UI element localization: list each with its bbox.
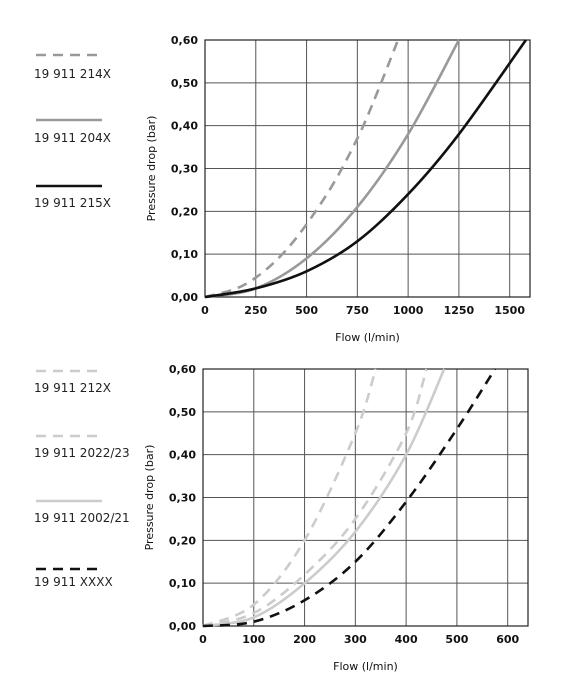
x-tick-label: 0 (199, 633, 207, 646)
grid (204, 39, 530, 298)
series-line-3 (202, 368, 446, 628)
y-axis-label: Pressure drop (bar) (143, 445, 156, 551)
chart-2: 0 100 200 300 400 500 600 0,00 0,10 0,20 0,30 0,40 0… (34, 363, 529, 673)
legend-label-1: 19 911 214X (34, 67, 111, 81)
legend-label-3: 19 911 215X (34, 196, 111, 210)
grid (202, 368, 528, 627)
plot-frame (202, 368, 529, 627)
legend-label-2: 19 911 2022/23 (34, 446, 130, 460)
series-line-4 (202, 368, 497, 628)
series-line-1 (202, 368, 377, 628)
plot-frame (204, 39, 531, 298)
y-tick-label: 0,40 (171, 120, 198, 133)
series-line-2 (202, 368, 428, 628)
x-tick-label: 1500 (494, 304, 525, 317)
y-tick-label: 0,60 (171, 34, 198, 47)
x-tick-label: 1250 (444, 304, 475, 317)
series-group (204, 39, 527, 299)
y-tick-label: 0,10 (169, 577, 196, 590)
y-tick-label: 0,00 (169, 620, 196, 633)
x-axis-label: Flow (l/min) (333, 660, 398, 673)
x-tick-label: 500 (445, 633, 468, 646)
legend-label-2: 19 911 204X (34, 131, 111, 145)
y-tick-label: 0,20 (171, 205, 198, 218)
series-line-3 (204, 39, 527, 299)
y-tick-label: 0,30 (169, 492, 196, 505)
legend-label-4: 19 911 XXXX (34, 575, 113, 589)
x-tick-label: 1000 (393, 304, 424, 317)
x-tick-label: 100 (242, 633, 265, 646)
y-tick-label: 0,50 (171, 77, 198, 90)
x-tick-label: 750 (346, 304, 369, 317)
x-tick-label: 500 (295, 304, 318, 317)
x-tick-label: 300 (344, 633, 367, 646)
chart-1: 0 250 500 750 1000 1250 1500 0,00 0,10 0,20 0,30 0,… (34, 34, 531, 344)
y-tick-label: 0,40 (169, 449, 196, 462)
x-axis-label: Flow (l/min) (335, 331, 400, 344)
y-tick-label: 0,60 (169, 363, 196, 376)
series-line-1 (204, 39, 400, 299)
y-axis-label: Pressure drop (bar) (145, 116, 158, 222)
x-tick-label: 250 (244, 304, 267, 317)
y-tick-label: 0,20 (169, 534, 196, 547)
x-tick-label: 0 (201, 304, 209, 317)
series-group (202, 368, 497, 628)
y-tick-label: 0,30 (171, 163, 198, 176)
y-tick-label: 0,10 (171, 248, 198, 261)
legend-label-3: 19 911 2002/21 (34, 511, 130, 525)
x-tick-label: 200 (293, 633, 316, 646)
y-tick-label: 0,50 (169, 406, 196, 419)
x-tick-label: 600 (496, 633, 519, 646)
y-tick-label: 0,00 (171, 291, 198, 304)
x-tick-label: 400 (395, 633, 418, 646)
legend-label-1: 19 911 212X (34, 381, 111, 395)
